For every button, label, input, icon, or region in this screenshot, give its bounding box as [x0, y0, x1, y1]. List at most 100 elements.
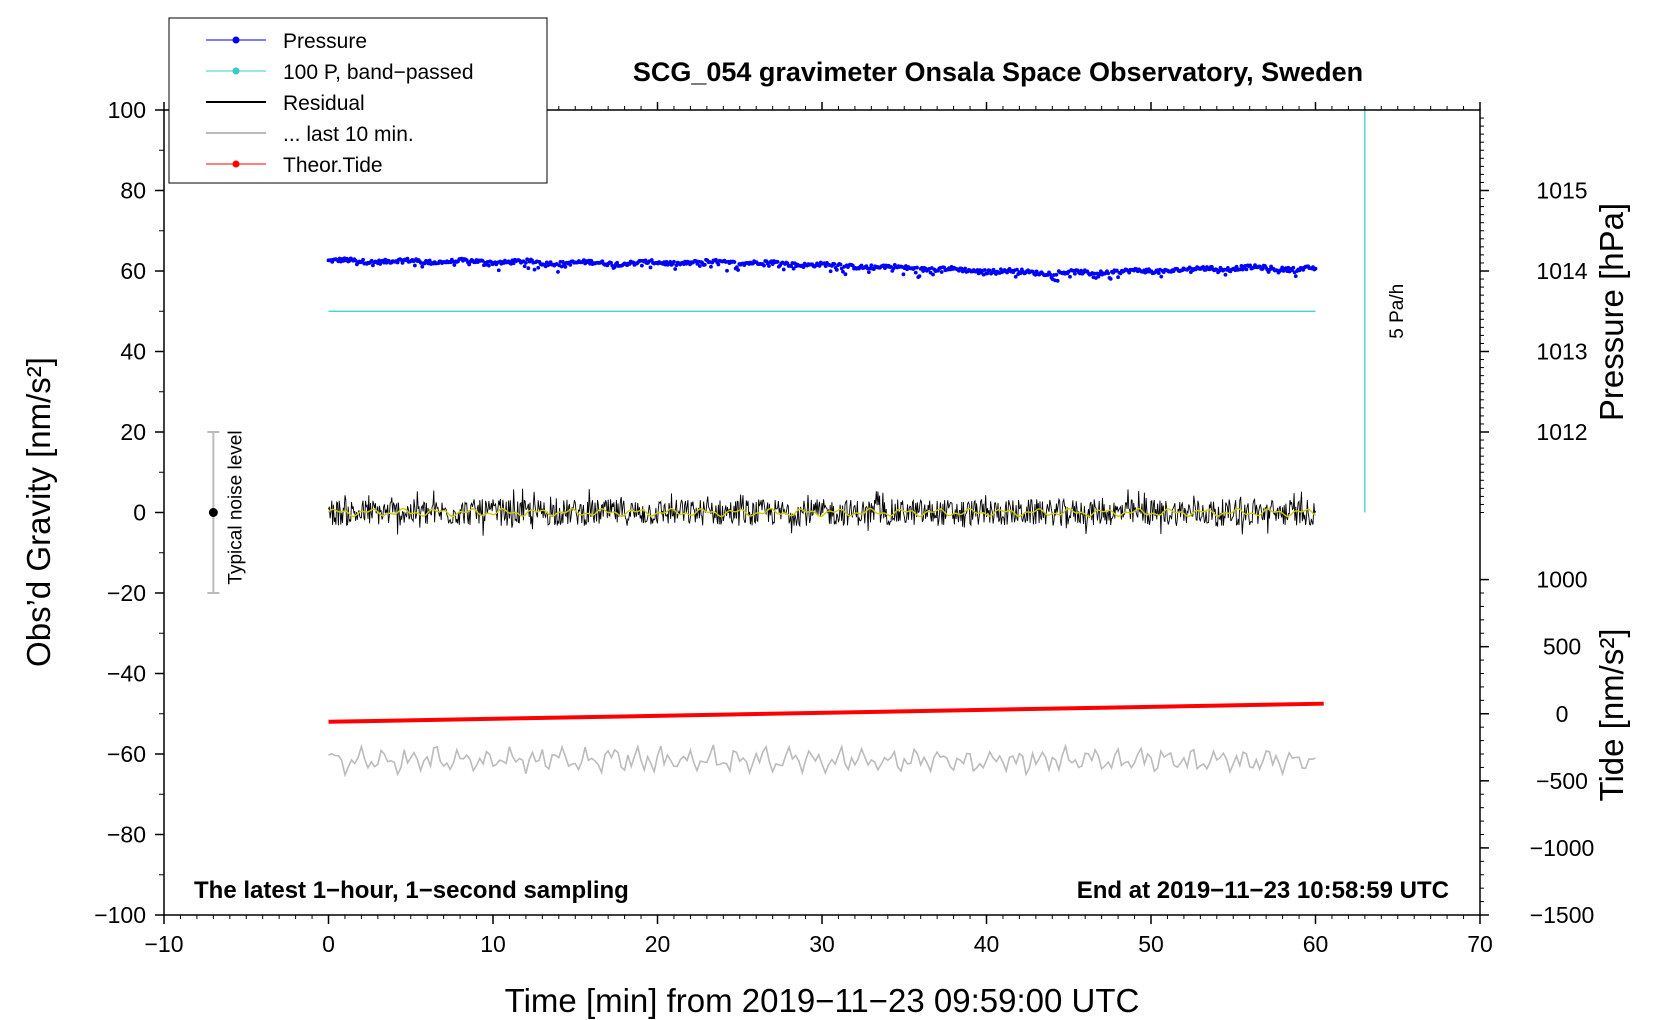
tide-tick-label: 0	[1556, 701, 1569, 727]
pressure-point	[1108, 277, 1113, 281]
pressure-point	[834, 267, 839, 272]
x-tick-label: 0	[322, 931, 335, 957]
tide-tick-label: −1000	[1530, 835, 1595, 861]
pressure-point	[1244, 267, 1249, 272]
pressure-point	[901, 272, 906, 277]
pressure-point	[985, 271, 990, 276]
pressure-point	[1156, 271, 1161, 276]
pressure-point	[838, 262, 843, 267]
pressure-point	[1073, 271, 1077, 276]
pressure-tick-label: 1015	[1536, 178, 1587, 204]
pressure-point	[762, 263, 766, 268]
pressure-point	[1201, 265, 1206, 269]
pressure-point	[411, 259, 416, 264]
pressure-point	[395, 260, 400, 265]
y-tick-label: 20	[120, 419, 146, 445]
tide-tick-label: −1500	[1530, 902, 1595, 928]
pressure-point	[732, 260, 737, 264]
pressure-point	[522, 264, 527, 269]
pressure-point	[915, 265, 919, 270]
pressure-point	[869, 263, 874, 268]
pressure-point	[1055, 278, 1060, 283]
y-tick-label: 0	[133, 500, 146, 526]
y-axis-label-left: Obs’d Gravity [nm/s²]	[20, 357, 57, 667]
pressure-point	[1068, 274, 1072, 279]
pressure-point	[709, 264, 713, 269]
y-tick-label: −40	[107, 661, 146, 687]
pressure-point	[1054, 272, 1059, 277]
last-10-min-line	[328, 743, 1316, 778]
pressure-point	[536, 265, 541, 270]
pressure-point	[526, 266, 531, 271]
pressure-point	[843, 272, 848, 277]
legend-marker-bandpassed	[232, 67, 240, 75]
y-tick-label: 80	[120, 178, 146, 204]
pressure-point	[1223, 272, 1228, 277]
pressure-point	[963, 266, 968, 271]
tide-tick-label: −500	[1536, 768, 1588, 794]
pressure-point	[987, 268, 992, 273]
annotation-sampling: The latest 1−hour, 1−second sampling	[194, 877, 629, 904]
x-tick-label: 10	[480, 931, 506, 957]
x-tick-label: 60	[1303, 931, 1329, 957]
legend: Pressure 100 P, band−passed Residual ...…	[168, 17, 548, 184]
legend-label-residual: Residual	[283, 92, 365, 115]
pressure-point	[371, 263, 375, 268]
pressure-point	[931, 272, 935, 277]
pressure-point	[1248, 263, 1253, 268]
legend-label-pressure: Pressure	[283, 30, 367, 53]
pressure-point	[1048, 272, 1053, 277]
pressure-point	[496, 268, 501, 273]
pressure-point	[736, 268, 741, 272]
x-tick-label: 50	[1138, 931, 1164, 957]
pressure-point	[1015, 267, 1019, 272]
y-tick-label: 60	[120, 258, 146, 284]
pressure-point	[781, 267, 786, 272]
pressure-point	[1106, 271, 1111, 276]
x-axis-label: Time [min] from 2019−11−23 09:59:00 UTC	[505, 982, 1140, 1019]
pressure-point	[1280, 265, 1285, 270]
pressure-point	[913, 270, 918, 275]
pressure-point	[361, 257, 365, 262]
residual-line	[328, 488, 1316, 536]
pressure-point	[801, 265, 806, 269]
x-tick-label: 30	[809, 931, 835, 957]
pressure-point	[568, 263, 573, 267]
pressure-point	[832, 262, 837, 266]
y-axis-label-tide: Tide [nm/s²]	[1593, 629, 1630, 802]
pressure-point	[639, 263, 644, 268]
tide-tick-label: 500	[1543, 634, 1581, 660]
pressure-point	[612, 265, 617, 269]
pressure-series	[326, 256, 1318, 283]
noise-bar-center	[208, 508, 218, 517]
pressure-point	[648, 265, 653, 270]
pressure-point	[615, 260, 620, 265]
legend-marker-tide	[232, 160, 240, 168]
pressure-point	[1313, 266, 1318, 271]
legend-marker-pressure	[232, 36, 240, 44]
pressure-tick-label: 1014	[1536, 258, 1587, 284]
pressure-point	[702, 262, 707, 267]
pressure-point	[866, 270, 871, 275]
y-tick-label: −100	[94, 902, 146, 928]
x-tick-label: 70	[1467, 931, 1493, 957]
y-tick-label: −60	[107, 741, 146, 767]
pressure-point	[725, 268, 729, 273]
pressure-point	[672, 259, 676, 264]
pressure-point	[767, 264, 771, 268]
residual-smoothed-line	[327, 507, 1316, 518]
pressure-point	[532, 267, 537, 272]
legend-label-last10: ... last 10 min.	[283, 123, 414, 146]
pressure-point	[1291, 265, 1296, 270]
pressure-point	[452, 263, 457, 267]
legend-box	[168, 17, 548, 184]
pressure-point	[1293, 274, 1298, 279]
pressure-point	[982, 268, 987, 272]
y-tick-label: −80	[107, 822, 146, 848]
pressure-point	[609, 260, 613, 265]
pressure-point	[850, 263, 855, 268]
pressure-point	[716, 262, 721, 267]
pressure-point	[1159, 274, 1164, 279]
pressure-point	[405, 256, 410, 261]
